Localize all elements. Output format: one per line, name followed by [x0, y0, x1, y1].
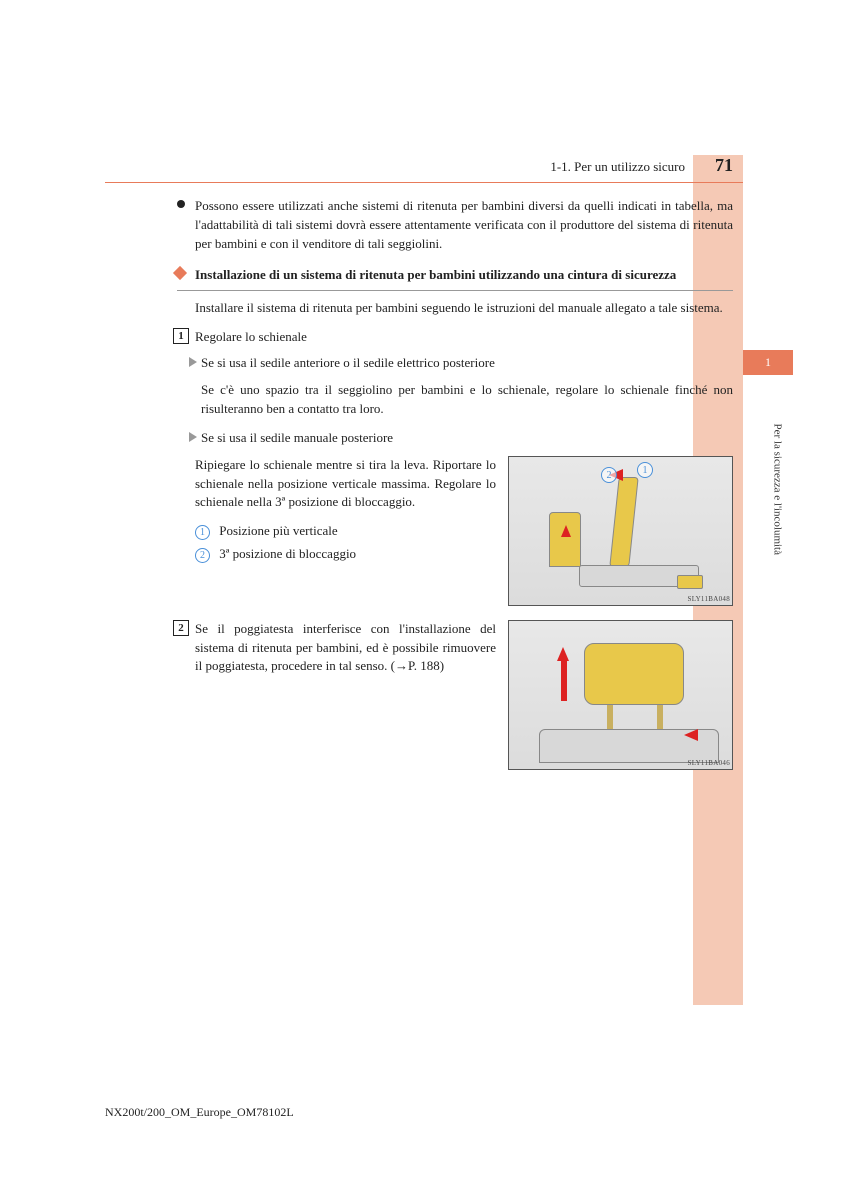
triangle-icon	[189, 432, 197, 442]
circle-number-icon: 1	[195, 525, 210, 540]
case-a-text: Se c'è uno spazio tra il seggiolino per …	[201, 381, 733, 419]
case-a-label-row: Se si usa il sedile anteriore o il sedil…	[201, 354, 733, 373]
document-footer-code: NX200t/200_OM_Europe_OM78102L	[105, 1105, 294, 1120]
page-header: 1-1. Per un utilizzo sicuro 71	[105, 155, 743, 183]
circle-number-icon: 2	[195, 548, 210, 563]
case-a-label: Se si usa il sedile anteriore o il sedil…	[201, 354, 733, 373]
divider	[177, 290, 733, 291]
triangle-icon	[189, 357, 197, 367]
step-2-text: Se il poggiatesta interferisce con l'ins…	[195, 620, 496, 677]
subsection-title: Installazione di un sistema di ritenuta …	[177, 266, 733, 284]
step-number-box: 2	[173, 620, 189, 636]
case-b-label: Se si usa il sedile manuale posteriore	[201, 429, 733, 448]
step-number-box: 1	[173, 328, 189, 344]
bullet-item: Possono essere utilizzati anche sistemi …	[195, 197, 733, 254]
case-b-text-col: Ripiegare lo schienale mentre si tira la…	[195, 456, 496, 568]
case-b-text: Ripiegare lo schienale mentre si tira la…	[195, 456, 496, 513]
subsection-header: Installazione di un sistema di ritenuta …	[177, 266, 733, 284]
step-1: 1 Regolare lo schienale	[195, 328, 733, 347]
step-2-text-col: 2 Se il poggiatesta interferisce con l'i…	[195, 620, 496, 677]
page-content: Possono essere utilizzati anche sistemi …	[105, 183, 743, 770]
figure-callout-2: 2	[601, 467, 617, 483]
figure-headrest: SLY11BA046	[508, 620, 733, 770]
step-1-title: Regolare lo schienale	[195, 328, 733, 347]
page-number: 71	[715, 155, 733, 176]
figure-code: SLY11BA048	[688, 595, 731, 603]
page-frame: 1 Per la sicurezza e l'incolumità 1-1. P…	[105, 155, 743, 784]
chapter-tab-label: Per la sicurezza e l'incolumità	[771, 424, 783, 555]
legend-row-2: 2 3ª posizione di bloccaggio	[195, 545, 496, 564]
section-breadcrumb: 1-1. Per un utilizzo sicuro	[550, 159, 685, 175]
bullet-icon	[177, 200, 185, 208]
figure-code: SLY11BA046	[688, 759, 731, 767]
legend-1-text: Posizione più verticale	[219, 523, 337, 538]
intro-text: Installare il sistema di ritenuta per ba…	[195, 299, 733, 318]
figure-seat-recline: 1 2 SLY11BA048	[508, 456, 733, 606]
case-b-label-row: Se si usa il sedile manuale posteriore	[201, 429, 733, 448]
legend-row-1: 1 Posizione più verticale	[195, 522, 496, 541]
chapter-tab-number: 1	[743, 350, 793, 375]
step-2-block: 2 Se il poggiatesta interferisce con l'i…	[195, 620, 733, 770]
legend-2-text: 3ª posizione di bloccaggio	[219, 546, 356, 561]
case-b-block: Ripiegare lo schienale mentre si tira la…	[195, 456, 733, 606]
figure-callout-1: 1	[637, 462, 653, 478]
bullet-text: Possono essere utilizzati anche sistemi …	[195, 197, 733, 254]
